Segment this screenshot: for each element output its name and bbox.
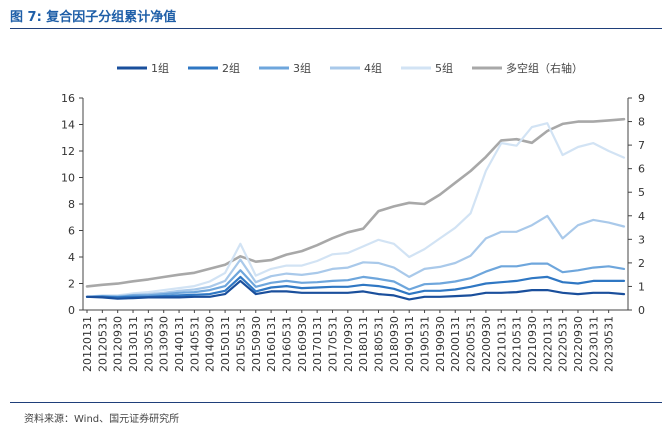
x-tick-label: 20200531 [465,316,478,372]
x-tick-label: 20190131 [403,316,416,372]
x-tick-label: 20210131 [495,316,508,372]
x-tick-label: 20150531 [234,316,247,372]
x-tick-label: 20180531 [373,316,386,372]
x-tick-label: 20120930 [112,316,125,372]
y-right-tick-label: 3 [638,233,645,246]
x-tick-label: 20170531 [326,316,339,372]
x-tick-label: 20130531 [142,316,155,372]
x-tick-label: 20170131 [311,316,324,372]
x-axis-ticks: 20120131 20120531 20120930 20130131 20130531… [81,310,616,372]
y-left-tick-label: 16 [61,92,75,105]
legend: 1组 2组 3组 4组 5组 多空组（右轴） [117,61,583,75]
y-left-tick-label: 0 [68,304,75,317]
x-tick-label: 20230131 [587,316,600,372]
y-right-tick-label: 8 [638,116,645,129]
x-tick-label: 20120531 [96,316,109,372]
x-tick-label: 20220930 [572,316,585,372]
legend-label: 3组 [293,61,311,75]
x-tick-label: 20220531 [557,316,570,372]
series-line-2 [85,275,626,299]
x-tick-label: 20150131 [219,316,232,372]
x-tick-label: 20160930 [296,316,309,372]
y-left-tick-label: 4 [68,251,75,264]
x-tick-label: 20180131 [357,316,370,372]
y-right-tick-label: 7 [638,139,645,152]
series-line-3 [85,262,626,298]
chart-title: 图 7: 复合因子分组累计净值 [10,10,177,25]
y-left-tick-label: 10 [61,172,75,185]
x-tick-label: 20220131 [541,316,554,372]
series-line-4 [85,214,626,298]
x-tick-label: 20200930 [480,316,493,372]
legend-label: 多空组（右轴） [506,61,583,75]
y-right-tick-label: 2 [638,257,645,270]
legend-label: 2组 [222,61,240,75]
x-tick-label: 20140930 [204,316,217,372]
y-right-tick-label: 4 [638,210,645,223]
y-left-tick-label: 6 [68,225,75,238]
series-line-5 [85,122,626,298]
x-tick-label: 20130930 [158,316,171,372]
legend-label: 5组 [435,61,453,75]
y-left-tick-label: 12 [61,145,75,158]
x-tick-label: 20160531 [280,316,293,372]
y-right-tick-label: 0 [638,304,645,317]
x-tick-label: 20120131 [81,316,94,372]
y-right-tick-label: 9 [638,92,645,105]
x-tick-label: 20140531 [188,316,201,372]
y-left-tick-label: 2 [68,278,75,291]
x-tick-label: 20190930 [434,316,447,372]
series-lines [85,117,626,301]
y-left-tick-label: 8 [68,198,75,211]
x-tick-label: 20190531 [419,316,432,372]
x-tick-label: 20140131 [173,316,186,372]
x-tick-label: 20170930 [342,316,355,372]
x-tick-label: 20210930 [526,316,539,372]
x-tick-label: 20130131 [127,316,140,372]
x-tick-label: 20150930 [250,316,263,372]
y-left-tick-label: 14 [61,119,75,132]
series-line-6 [85,117,626,288]
y-right-tick-label: 5 [638,186,645,199]
y-right-tick-label: 6 [638,163,645,176]
y-right-tick-label: 1 [638,280,645,293]
legend-label: 4组 [364,61,382,75]
legend-label: 1组 [151,61,169,75]
source-note: 资料来源：Wind、国元证券研究所 [24,414,180,425]
x-tick-label: 20200131 [449,316,462,372]
x-tick-label: 20160131 [265,316,278,372]
series-line-1 [85,279,626,301]
x-tick-label: 20210531 [511,316,524,372]
footer-divider [10,402,662,403]
x-tick-label: 20230531 [603,316,616,372]
title-divider [10,28,662,29]
x-tick-label: 20180930 [388,316,401,372]
